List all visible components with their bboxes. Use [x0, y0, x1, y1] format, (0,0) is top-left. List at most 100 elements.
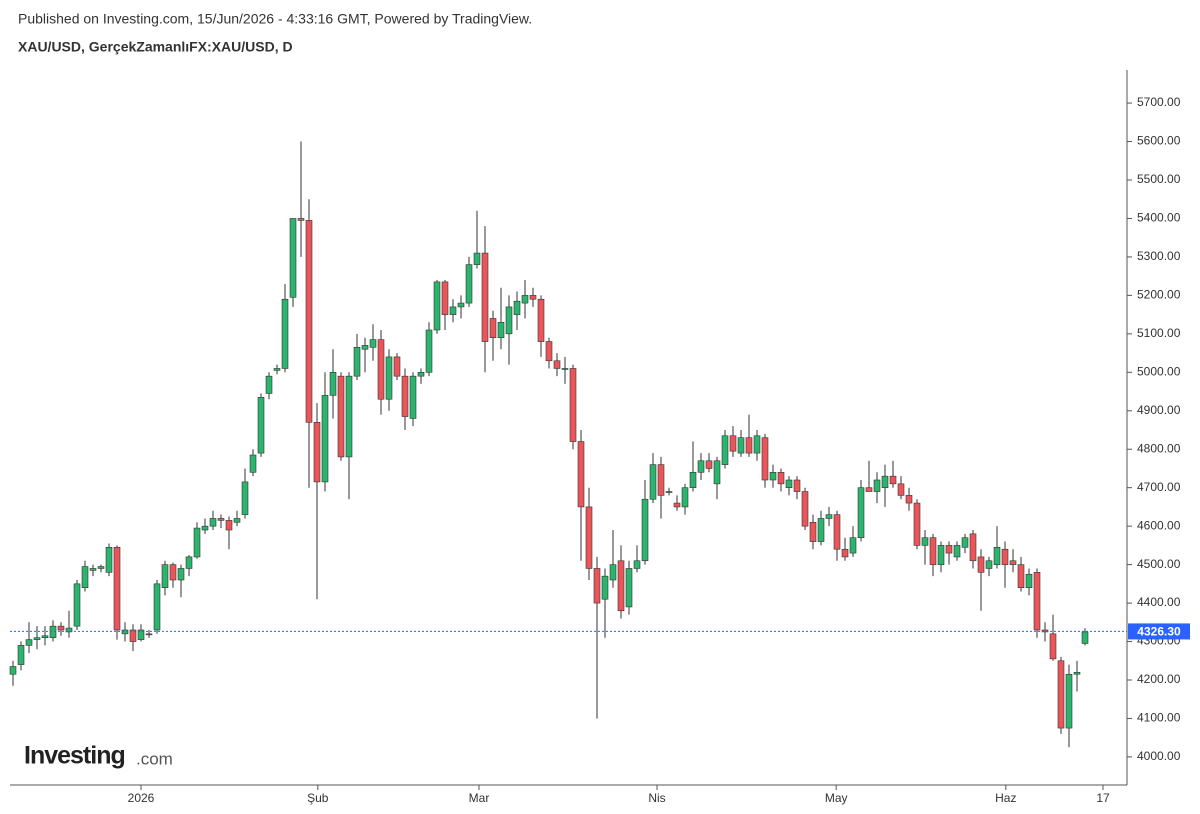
candle-body	[945, 545, 953, 554]
candle-body	[409, 375, 417, 419]
candle-body	[97, 566, 105, 569]
candle-body	[969, 533, 977, 562]
candle-body	[457, 302, 465, 308]
candle-body	[825, 514, 833, 519]
candle-body	[649, 464, 657, 500]
candle-body	[217, 518, 225, 521]
candle-body	[505, 306, 513, 335]
candle-body	[73, 583, 81, 627]
y-tick-label: 5200.00	[1137, 288, 1181, 302]
candle-body	[665, 491, 673, 493]
candle-body	[513, 300, 521, 315]
x-tick-label: Nis	[648, 791, 665, 805]
candle-body	[257, 397, 265, 454]
candle-body	[161, 564, 169, 588]
candle-body	[705, 460, 713, 469]
candle-body	[857, 487, 865, 538]
candle-body	[841, 548, 849, 558]
candle-body	[57, 625, 65, 631]
candle-body	[977, 556, 985, 573]
candle-body	[1049, 633, 1057, 660]
x-tick-label: 17	[1096, 791, 1110, 805]
candle-body	[593, 568, 601, 604]
x-tick-label: Haz	[995, 791, 1016, 805]
x-tick-label: Şub	[307, 791, 329, 805]
candle-body	[433, 281, 441, 331]
candle-body	[809, 522, 817, 542]
candle-body	[393, 356, 401, 377]
candle-body	[961, 537, 969, 548]
candle-body	[617, 560, 625, 612]
last-price-label: 4326.30	[1137, 625, 1181, 639]
candle-body	[577, 441, 585, 508]
candle-body	[1081, 631, 1089, 644]
candle-body	[881, 475, 889, 488]
y-tick-label: 5500.00	[1137, 172, 1181, 186]
candle-body	[265, 375, 273, 394]
candle-body	[233, 518, 241, 523]
candle-body	[641, 498, 649, 562]
candle-body	[441, 281, 449, 315]
candle-body	[545, 341, 553, 362]
candle-body	[625, 568, 633, 608]
candle-body	[465, 264, 473, 304]
candle-body	[345, 375, 353, 458]
y-tick-label: 4600.00	[1137, 518, 1181, 532]
candle-body	[529, 295, 537, 300]
x-tick-label: May	[825, 791, 848, 805]
candle-body	[993, 547, 1001, 565]
candle-body	[737, 437, 745, 454]
candle-body	[305, 220, 313, 423]
candle-body	[1025, 573, 1033, 588]
candle-body	[81, 566, 89, 588]
candle-body	[897, 483, 905, 496]
candle-body	[377, 339, 385, 400]
candle-body	[769, 472, 777, 481]
y-tick-label: 4100.00	[1137, 711, 1181, 725]
candle-body	[145, 633, 153, 636]
candle-body	[9, 666, 17, 675]
candle-body	[385, 356, 393, 400]
candle-body	[905, 495, 913, 504]
candle-body	[249, 454, 257, 473]
candle-body	[297, 218, 305, 221]
candle-body	[913, 502, 921, 546]
candle-body	[25, 639, 33, 646]
candle-body	[449, 306, 457, 315]
candle-body	[65, 627, 73, 633]
candle-body	[369, 339, 377, 348]
candle-body	[209, 518, 217, 527]
candle-body	[241, 481, 249, 515]
candle-body	[153, 583, 161, 631]
candle-body	[849, 537, 857, 554]
candle-body	[361, 345, 369, 350]
candle-body	[753, 435, 761, 454]
candle-body	[313, 422, 321, 483]
candle-body	[481, 252, 489, 342]
candle-body	[33, 637, 41, 640]
candle-body	[289, 218, 297, 298]
published-note: Published on Investing.com, 15/Jun/2026 …	[18, 11, 532, 27]
candle-body	[401, 375, 409, 417]
candle-body	[817, 518, 825, 542]
candle-body	[801, 491, 809, 527]
x-tick-label: Mar	[469, 791, 490, 805]
candle-body	[177, 568, 185, 581]
candle-body	[521, 295, 529, 304]
candle-body	[609, 564, 617, 581]
candle-body	[777, 472, 785, 485]
candle-body	[673, 502, 681, 508]
candle-body	[921, 537, 929, 546]
candle-body	[929, 537, 937, 565]
candle-body	[1057, 660, 1065, 729]
y-tick-label: 4000.00	[1137, 749, 1181, 763]
candle-body	[201, 525, 209, 531]
candle-body	[417, 372, 425, 377]
candle-body	[17, 645, 25, 665]
candle-body	[561, 368, 569, 370]
candle-body	[865, 487, 873, 492]
candle-body	[633, 560, 641, 569]
candle-body	[41, 635, 49, 638]
candle-body	[713, 460, 721, 485]
